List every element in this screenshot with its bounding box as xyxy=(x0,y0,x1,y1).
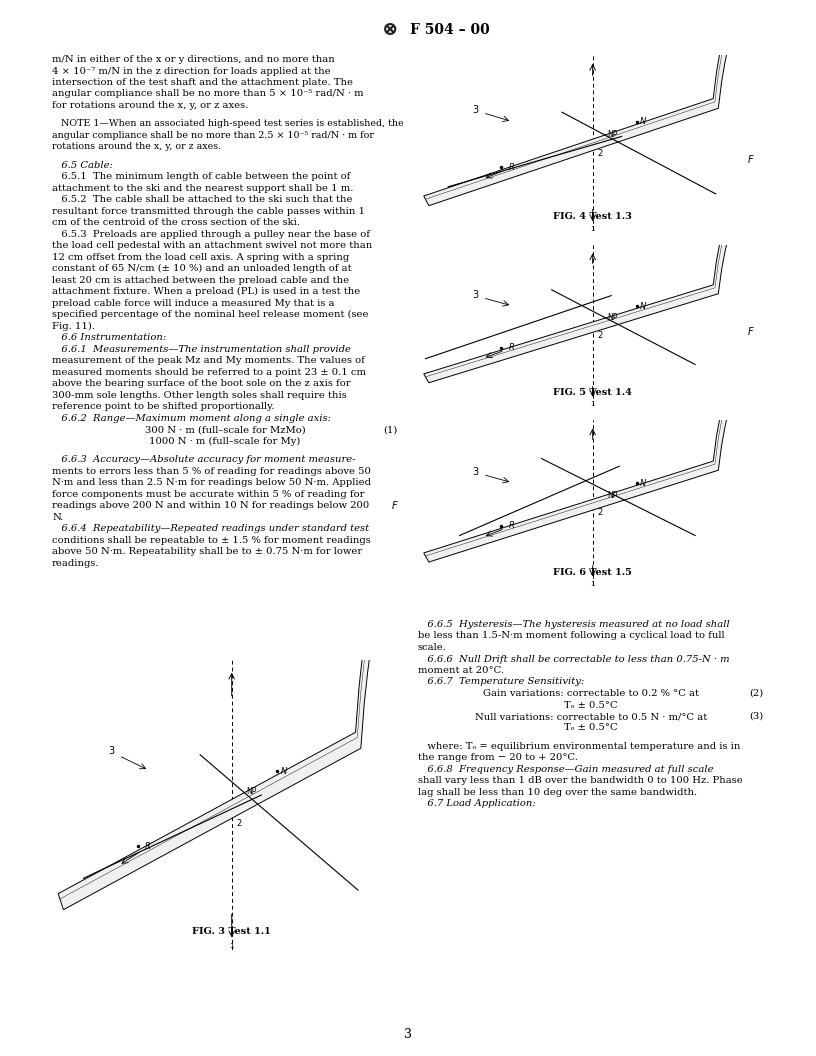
Text: above 50 N·m. Repeatability shall be to ± 0.75 N·m for lower: above 50 N·m. Repeatability shall be to … xyxy=(52,547,362,557)
Text: specified percentage of the nominal heel release moment (see: specified percentage of the nominal heel… xyxy=(52,310,369,319)
Text: 6.5.3  Preloads are applied through a pulley near the base of: 6.5.3 Preloads are applied through a pul… xyxy=(52,230,370,239)
Text: (1): (1) xyxy=(384,426,398,434)
Text: 300 N · m (full–scale for MzMo): 300 N · m (full–scale for MzMo) xyxy=(144,426,305,434)
Text: 6.6.6  Null Drift shall be correctable to less than 0.75-N · m: 6.6.6 Null Drift shall be correctable to… xyxy=(418,655,730,663)
Text: measured moments should be referred to a point 23 ± 0.1 cm: measured moments should be referred to a… xyxy=(52,367,366,377)
Text: 6.6.5  Hysteresis—The hysteresis measured at no load shall: 6.6.5 Hysteresis—The hysteresis measured… xyxy=(418,620,730,629)
Text: constant of 65 N/cm (± 10 %) and an unloaded length of at: constant of 65 N/cm (± 10 %) and an unlo… xyxy=(52,264,352,274)
Text: F 504 – 00: F 504 – 00 xyxy=(410,23,490,37)
Text: N.: N. xyxy=(52,513,64,522)
Text: 6.6 Instrumentation:: 6.6 Instrumentation: xyxy=(52,334,166,342)
Text: the load cell pedestal with an attachment swivel not more than: the load cell pedestal with an attachmen… xyxy=(52,242,372,250)
Text: preload cable force will induce a measured My that is a: preload cable force will induce a measur… xyxy=(52,299,335,307)
Text: (2): (2) xyxy=(750,689,764,698)
Text: NOTE 1—When an associated high-speed test series is established, the: NOTE 1—When an associated high-speed tes… xyxy=(52,119,404,129)
Text: 6.6.2  Range—Maximum moment along a single axis:: 6.6.2 Range—Maximum moment along a singl… xyxy=(52,414,331,422)
Text: Fig. 11).: Fig. 11). xyxy=(52,322,95,331)
Text: intersection of the test shaft and the attachment plate. The: intersection of the test shaft and the a… xyxy=(52,78,353,87)
Text: least 20 cm is attached between the preload cable and the: least 20 cm is attached between the prel… xyxy=(52,276,349,285)
Text: 300-mm sole lengths. Other length soles shall require this: 300-mm sole lengths. Other length soles … xyxy=(52,391,347,400)
Text: force components must be accurate within 5 % of reading for: force components must be accurate within… xyxy=(52,490,365,498)
Text: 6.7 Load Application:: 6.7 Load Application: xyxy=(418,799,536,809)
Text: where: Tₒ = equilibrium environmental temperature and is in: where: Tₒ = equilibrium environmental te… xyxy=(418,742,740,751)
Text: conditions shall be repeatable to ± 1.5 % for moment readings: conditions shall be repeatable to ± 1.5 … xyxy=(52,535,370,545)
Text: 6.6.4  Repeatability—Repeated readings under standard test: 6.6.4 Repeatability—Repeated readings un… xyxy=(52,524,369,533)
Text: 12 cm offset from the load cell axis. A spring with a spring: 12 cm offset from the load cell axis. A … xyxy=(52,252,349,262)
Text: the range from − 20 to + 20°C.: the range from − 20 to + 20°C. xyxy=(418,753,578,762)
Text: 3: 3 xyxy=(404,1029,412,1041)
Text: moment at 20°C.: moment at 20°C. xyxy=(418,666,504,675)
Text: Null variations: correctable to 0.5 N · m/°C at: Null variations: correctable to 0.5 N · … xyxy=(475,712,707,721)
Text: angular compliance shall be no more than 5 × 10⁻⁵ rad/N · m: angular compliance shall be no more than… xyxy=(52,90,364,98)
Text: 1000 N · m (full–scale for My): 1000 N · m (full–scale for My) xyxy=(149,437,300,446)
Text: for rotations around the x, y, or z axes.: for rotations around the x, y, or z axes… xyxy=(52,101,248,110)
Text: above the bearing surface of the boot sole on the z axis for: above the bearing surface of the boot so… xyxy=(52,379,351,389)
Text: attachment to the ski and the nearest support shall be 1 m.: attachment to the ski and the nearest su… xyxy=(52,184,353,193)
Text: scale.: scale. xyxy=(418,643,447,652)
Text: 6.6.7  Temperature Sensitivity:: 6.6.7 Temperature Sensitivity: xyxy=(418,678,584,686)
Text: (3): (3) xyxy=(750,712,764,721)
Text: N·m and less than 2.5 N·m for readings below 50 N·m. Applied: N·m and less than 2.5 N·m for readings b… xyxy=(52,478,371,487)
Text: readings.: readings. xyxy=(52,559,100,568)
Text: 4 × 10⁻⁷ m/N in the z direction for loads applied at the: 4 × 10⁻⁷ m/N in the z direction for load… xyxy=(52,67,330,75)
Text: 6.6.1  Measurements—The instrumentation shall provide: 6.6.1 Measurements—The instrumentation s… xyxy=(52,345,351,354)
Text: be less than 1.5-N·m moment following a cyclical load to full: be less than 1.5-N·m moment following a … xyxy=(418,631,725,641)
Text: 6.5 Cable:: 6.5 Cable: xyxy=(52,161,113,170)
Text: attachment fixture. When a preload (PL) is used in a test the: attachment fixture. When a preload (PL) … xyxy=(52,287,360,297)
Text: Tₒ ± 0.5°C: Tₒ ± 0.5°C xyxy=(564,700,618,710)
Text: 6.6.8  Frequency Response—Gain measured at full scale: 6.6.8 Frequency Response—Gain measured a… xyxy=(418,765,713,774)
Text: reference point to be shifted proportionally.: reference point to be shifted proportion… xyxy=(52,402,274,411)
Text: 6.5.1  The minimum length of cable between the point of: 6.5.1 The minimum length of cable betwee… xyxy=(52,172,350,182)
Text: ments to errors less than 5 % of reading for readings above 50: ments to errors less than 5 % of reading… xyxy=(52,467,371,475)
Text: rotations around the x, y, or z axes.: rotations around the x, y, or z axes. xyxy=(52,143,221,151)
Text: lag shall be less than 10 deg over the same bandwidth.: lag shall be less than 10 deg over the s… xyxy=(418,788,697,797)
Text: 6.5.2  The cable shall be attached to the ski such that the: 6.5.2 The cable shall be attached to the… xyxy=(52,195,353,204)
Text: readings above 200 N and within 10 N for readings below 200: readings above 200 N and within 10 N for… xyxy=(52,502,370,510)
Text: ⊗: ⊗ xyxy=(382,21,398,39)
Text: Gain variations: correctable to 0.2 % °C at: Gain variations: correctable to 0.2 % °C… xyxy=(483,689,699,698)
Text: resultant force transmitted through the cable passes within 1: resultant force transmitted through the … xyxy=(52,207,365,215)
Text: m/N in either of the x or y directions, and no more than: m/N in either of the x or y directions, … xyxy=(52,55,335,64)
Text: 6.6.3  Accuracy—Absolute accuracy for moment measure-: 6.6.3 Accuracy—Absolute accuracy for mom… xyxy=(52,455,356,465)
Text: Tₒ ± 0.5°C: Tₒ ± 0.5°C xyxy=(564,723,618,733)
Text: angular compliance shall be no more than 2.5 × 10⁻⁵ rad/N · m for: angular compliance shall be no more than… xyxy=(52,131,374,139)
Text: measurement of the peak Mz and My moments. The values of: measurement of the peak Mz and My moment… xyxy=(52,356,365,365)
Text: shall vary less than 1 dB over the bandwidth 0 to 100 Hz. Phase: shall vary less than 1 dB over the bandw… xyxy=(418,776,743,786)
Text: cm of the centroid of the cross section of the ski.: cm of the centroid of the cross section … xyxy=(52,219,300,227)
